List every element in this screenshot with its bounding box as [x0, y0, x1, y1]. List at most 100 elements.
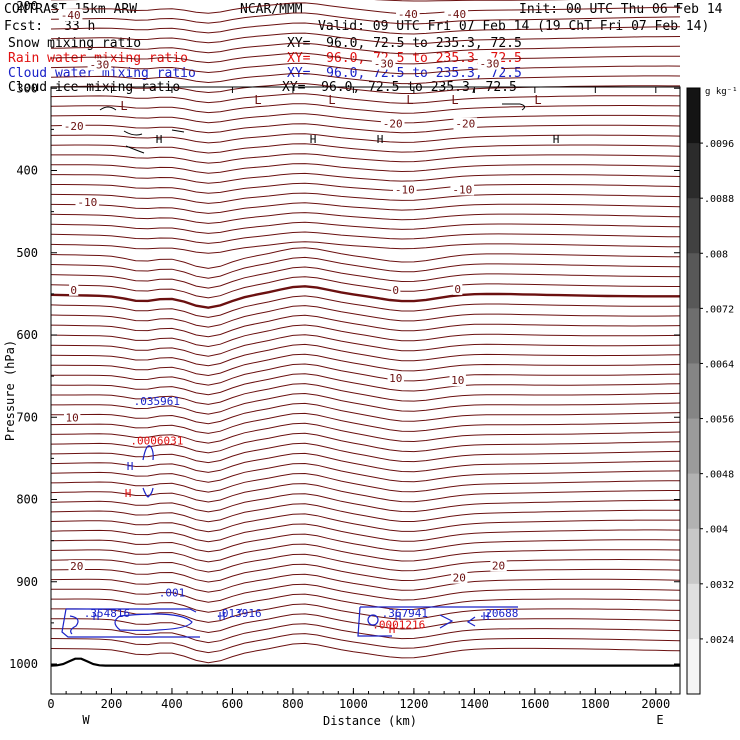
colorbar-swatch — [687, 583, 700, 640]
contour-label: -10 — [452, 183, 472, 196]
colorbar-tick-label: .0048 — [704, 470, 734, 481]
west-label: W — [82, 713, 90, 727]
contour-label-bg — [453, 282, 463, 295]
cloud-water-contour — [367, 614, 379, 626]
high-marker: H — [310, 133, 317, 146]
isotherm — [50, 247, 681, 269]
snow-contour — [502, 103, 526, 111]
maximum-value-label: .001 — [159, 586, 186, 599]
isotherm — [50, 231, 681, 244]
isotherm — [50, 2, 681, 15]
model-title: CONTRAST 15km ARW — [4, 2, 138, 17]
contour-label: -30 — [480, 58, 500, 71]
isotherm — [50, 334, 681, 357]
contour-label: -40 — [61, 9, 81, 22]
isotherm — [50, 83, 680, 94]
isotherm — [51, 603, 681, 623]
valid-time: Valid: 09 UTC Fri 07 Feb 14 (19 ChT Fri … — [318, 19, 710, 34]
colorbar-swatch — [687, 143, 700, 199]
low-marker: L — [406, 93, 413, 107]
high-marker: H — [389, 623, 396, 636]
isotherm — [50, 241, 681, 254]
contour-label: 0 — [454, 283, 461, 296]
isotherm — [50, 192, 681, 204]
contour-label: -30 — [89, 58, 109, 71]
plot-axes: 0200400600800100012001400160018002000100… — [3, 0, 681, 728]
colorbar-swatch — [687, 308, 700, 364]
contour-label-bg — [393, 183, 417, 196]
contour-label: -20 — [455, 118, 475, 131]
isotherm — [50, 583, 681, 603]
isotherm — [50, 314, 681, 338]
isotherm — [50, 523, 681, 543]
colorbar: .0096 .0088 .008 .0072 .0064 .0056 .0048 .004 .0… — [686, 87, 738, 695]
isotherm — [50, 343, 681, 367]
isotherm — [50, 202, 681, 214]
cloud-water-contour — [439, 614, 476, 629]
isotherm — [50, 472, 680, 493]
colorbar-swatch — [687, 198, 700, 254]
field-xy-cloud-water: XY= 96.0, 72.5 to 235.3, 72.5 — [287, 66, 522, 81]
isotherm — [50, 373, 681, 396]
colorbar-swatch — [687, 253, 700, 309]
y-tick-label: 500 — [16, 246, 38, 260]
contour-label: 0 — [392, 284, 399, 297]
isotherm — [50, 133, 681, 144]
isotherm — [50, 52, 680, 65]
high-marker: H — [219, 610, 226, 623]
isotherm — [50, 353, 681, 377]
contour-label-bg — [69, 283, 79, 296]
temperature-contours — [50, 0, 681, 667]
colorbar-unit: g kg⁻¹ — [705, 87, 738, 97]
contour-label: -10 — [395, 183, 415, 196]
contour-label-bg — [75, 195, 100, 208]
maximum-value-label: .0006031 — [130, 434, 183, 447]
isotherm — [50, 633, 681, 654]
high-marker: H — [127, 460, 134, 473]
cloud-water-contour — [61, 608, 200, 638]
isotherm — [50, 305, 681, 328]
contour-label-bg — [449, 374, 466, 387]
x-tick-label: 0 — [47, 697, 54, 711]
isotherm — [50, 42, 681, 55]
low-marker: L — [451, 93, 458, 107]
x-tick-label: 600 — [222, 697, 244, 711]
maximum-value-label: .20688 — [479, 607, 519, 620]
contour-labels: LLLLLLHHHHHHHHHHH-85.7-87.29-86.54-85.58… — [58, 8, 559, 636]
isotherm — [50, 452, 681, 473]
contour-label: -10 — [77, 196, 97, 209]
colorbar-frame — [686, 87, 701, 695]
contour-label: 10 — [66, 411, 79, 424]
colorbar-tick-label: .0096 — [704, 139, 734, 150]
contour-label: 0 — [70, 284, 77, 297]
isotherm — [50, 32, 681, 45]
contour-label-bg — [453, 117, 478, 130]
contour-label-bg — [477, 57, 502, 70]
contour-label: -40 — [446, 8, 466, 21]
high-marker: H — [156, 133, 163, 146]
x-tick-label: 1600 — [520, 697, 549, 711]
cloud-water-contour — [237, 608, 243, 613]
contour-label: 10 — [389, 372, 402, 385]
isotherm — [50, 266, 680, 289]
high-marker: H — [377, 133, 384, 146]
plot-frame — [50, 86, 681, 695]
low-marker: L — [120, 99, 127, 113]
isotherm — [50, 513, 680, 533]
isotherm — [50, 422, 681, 444]
isotherm — [50, 363, 681, 386]
isotherm — [51, 172, 681, 184]
contour-label-bg — [396, 8, 420, 21]
contour-label: -20 — [383, 118, 403, 131]
isotherm — [50, 553, 681, 573]
contour-label-bg — [58, 9, 83, 22]
contour-label: 20 — [492, 559, 505, 572]
forecast-hours: 33 h — [64, 19, 96, 34]
isotherm — [50, 93, 681, 104]
x-tick-label: 400 — [161, 697, 183, 711]
y-axis-label: Pressure (hPa) — [3, 340, 17, 441]
x-tick-label: 200 — [101, 697, 123, 711]
cloud-water-contour — [114, 613, 193, 631]
forecast-label: Fcst: — [4, 19, 44, 34]
isotherm — [51, 182, 681, 194]
